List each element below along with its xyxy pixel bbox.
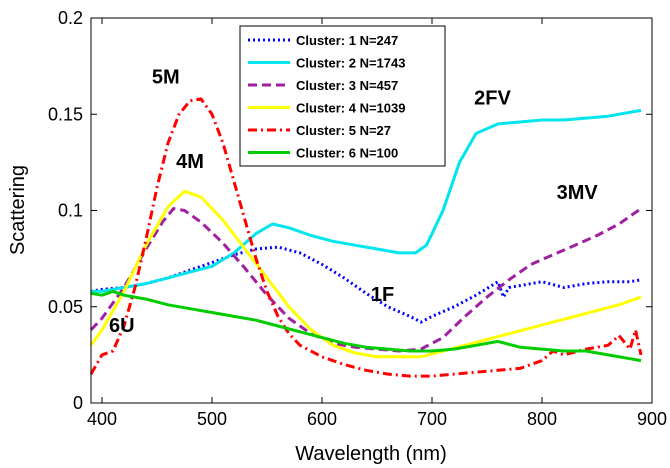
x-tick-label: 800 [527, 409, 557, 429]
legend-label: Cluster: 6 N=100 [296, 146, 398, 161]
tick-layer: 400 500 600 700 800 900 0 0.05 0.1 0.15 0.2 [48, 8, 667, 429]
y-axis-title: Scattering [7, 165, 29, 255]
annotation-label: 6U [109, 315, 135, 337]
legend: Cluster: 1 N=247 Cluster: 2 N=1743 Cluster… [239, 25, 446, 167]
y-tick-label: 0.15 [48, 104, 83, 124]
legend-box [239, 25, 446, 167]
x-tick-label: 600 [307, 409, 337, 429]
series-line-cluster-6 [90, 289, 642, 363]
annotation-layer: 5M 4M 2FV 3MV 1F 6U [109, 66, 598, 336]
series-line-cluster-2 [91, 108, 642, 293]
x-tick-label: 700 [417, 409, 447, 429]
annotation-label: 3MV [557, 182, 599, 204]
annotation-label: 5M [152, 66, 180, 88]
series-layer [89, 97, 643, 378]
annotation-label: 2FV [474, 88, 511, 110]
x-tick-label: 500 [197, 409, 227, 429]
legend-label: Cluster: 5 N=27 [296, 123, 391, 138]
x-tick-label: 900 [637, 409, 667, 429]
y-tick-label: 0 [73, 393, 83, 413]
series-line-cluster-3 [89, 207, 642, 353]
legend-label: Cluster: 3 N=457 [296, 78, 398, 93]
x-axis-title: Wavelength (nm) [295, 443, 447, 465]
y-tick-label: 0.05 [48, 297, 83, 317]
legend-items: Cluster: 1 N=247 Cluster: 2 N=1743 Cluster… [248, 33, 405, 161]
legend-label: Cluster: 1 N=247 [296, 33, 398, 48]
x-tick-label: 400 [87, 409, 117, 429]
series-line-cluster-4 [89, 189, 642, 359]
series-line-cluster-5 [89, 97, 643, 378]
legend-label: Cluster: 4 N=1039 [296, 101, 405, 116]
y-tick-label: 0.1 [58, 201, 83, 221]
series-line-cluster-1 [90, 245, 642, 324]
legend-label: Cluster: 2 N=1743 [296, 56, 405, 71]
y-tick-label: 0.2 [58, 8, 83, 28]
annotation-label: 4M [176, 151, 204, 173]
annotation-label: 1F [371, 284, 394, 306]
